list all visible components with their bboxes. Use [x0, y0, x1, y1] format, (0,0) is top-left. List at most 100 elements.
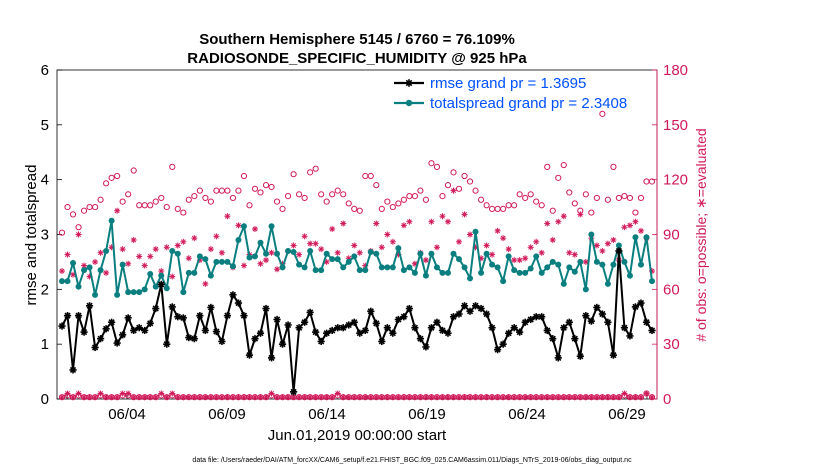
x-axis-label: Jun.01,2019 00:00:00 start — [268, 427, 447, 444]
rmse-marker-stroke — [593, 304, 600, 311]
possible-obs-marker — [64, 203, 71, 211]
evaluated-obs-marker-stroke — [390, 394, 396, 400]
spread-marker — [511, 267, 518, 274]
evaluated-obs-marker — [373, 220, 380, 227]
evaluated-obs-marker — [268, 390, 275, 397]
y-tick-label-left: 3 — [41, 227, 49, 244]
rmse-marker — [549, 335, 557, 343]
evaluated-obs-marker — [555, 218, 562, 225]
spread-marker — [351, 253, 358, 260]
evaluated-obs-marker-stroke — [368, 394, 374, 400]
evaluated-obs-marker-stroke — [103, 394, 109, 400]
evaluated-obs-marker-stroke — [533, 239, 539, 245]
spread-marker — [643, 234, 650, 241]
evaluated-obs-marker-stroke — [213, 233, 219, 239]
evaluated-obs-marker — [191, 235, 198, 242]
evaluated-obs-marker-stroke — [517, 394, 523, 400]
possible-obs-marker — [334, 187, 341, 194]
evaluated-obs-marker — [456, 238, 463, 245]
rmse-marker — [416, 335, 425, 343]
rmse-marker — [626, 332, 634, 340]
y-tick-label-right: 120 — [663, 172, 688, 189]
evaluated-obs-marker-stroke — [522, 255, 528, 261]
evaluated-obs-marker-stroke — [373, 394, 379, 400]
spread-marker — [147, 270, 154, 277]
rmse-marker-stroke — [488, 324, 496, 331]
spread-marker — [235, 236, 242, 243]
evaluated-obs-marker — [461, 211, 468, 218]
rmse-marker — [251, 335, 259, 343]
evaluated-obs-marker — [593, 394, 600, 401]
rmse-marker-stroke — [406, 305, 413, 312]
evaluated-obs-marker-stroke — [142, 394, 148, 400]
spread-marker — [163, 285, 170, 292]
spread-marker — [92, 291, 99, 298]
evaluated-obs-marker — [417, 394, 424, 401]
possible-obs-marker — [169, 163, 176, 170]
spread-marker — [549, 258, 556, 265]
evaluated-obs-marker — [566, 394, 573, 401]
evaluated-obs-marker-stroke — [120, 391, 126, 396]
evaluated-obs-marker-stroke — [583, 394, 589, 400]
evaluated-obs-marker — [522, 394, 529, 401]
rmse-marker-stroke — [75, 312, 82, 319]
evaluated-obs-marker — [274, 394, 281, 401]
rmse-marker — [80, 328, 88, 336]
rmse-marker-stroke — [422, 343, 430, 351]
evaluated-obs-marker-stroke — [169, 274, 175, 280]
evaluated-obs-marker — [207, 246, 214, 253]
spread-marker — [461, 264, 468, 271]
evaluated-obs-marker — [472, 394, 479, 401]
evaluated-obs-marker-stroke — [197, 394, 203, 400]
evaluated-obs-marker — [213, 394, 220, 401]
y-tick-label-right: 180 — [663, 62, 688, 79]
evaluated-obs-marker-stroke — [208, 394, 214, 400]
possible-obs-marker — [229, 194, 237, 202]
rmse-marker — [554, 354, 562, 362]
evaluated-obs-marker — [246, 394, 253, 401]
rmse-marker-stroke — [147, 320, 154, 327]
rmse-marker-stroke — [114, 339, 121, 347]
legend-marker-rmse — [405, 79, 413, 87]
evaluated-obs-marker-stroke — [351, 394, 357, 400]
evaluated-obs-marker — [560, 394, 567, 401]
evaluated-obs-marker — [240, 262, 247, 269]
rmse-marker — [69, 366, 77, 374]
evaluated-obs-marker-stroke — [158, 391, 164, 396]
evaluated-obs-marker — [362, 394, 369, 401]
rmse-marker — [637, 299, 645, 307]
spread-marker — [285, 247, 292, 254]
evaluated-obs-marker — [378, 244, 385, 251]
possible-obs-marker — [395, 200, 402, 207]
spread-marker — [472, 228, 479, 235]
spread-marker — [274, 250, 281, 257]
rmse-marker-stroke — [566, 319, 573, 326]
evaluated-obs-marker-stroke — [87, 394, 93, 400]
evaluated-obs-marker-stroke — [632, 394, 638, 400]
rmse-marker-stroke — [251, 335, 259, 342]
evaluated-obs-marker-stroke — [59, 394, 65, 400]
possible-obs-marker — [384, 198, 391, 205]
evaluated-obs-marker — [163, 244, 170, 251]
rmse-marker-stroke — [522, 319, 529, 326]
evaluated-obs-marker — [411, 394, 418, 401]
axes-box — [56, 69, 658, 400]
y-tick-label-left: 5 — [41, 117, 49, 134]
evaluated-obs-marker — [439, 394, 446, 401]
rmse-marker-stroke — [544, 327, 551, 334]
evaluated-obs-marker — [549, 394, 556, 401]
evaluated-obs-marker-stroke — [599, 248, 605, 254]
evaluated-obs-marker — [467, 231, 474, 238]
rmse-marker-stroke — [511, 324, 518, 331]
evaluated-obs-marker — [257, 260, 264, 267]
rmse-marker-stroke — [207, 304, 214, 311]
rmse-marker — [141, 326, 149, 335]
evaluated-obs-marker — [400, 222, 407, 229]
spread-marker — [626, 272, 633, 279]
evaluated-obs-marker — [307, 240, 314, 247]
chart-title-line1: Southern Hemisphere 5145 / 6760 = 76.109… — [199, 31, 515, 48]
rmse-marker-stroke — [307, 309, 314, 316]
rmse-marker-stroke — [80, 328, 88, 336]
evaluated-obs-marker-stroke — [186, 394, 192, 400]
